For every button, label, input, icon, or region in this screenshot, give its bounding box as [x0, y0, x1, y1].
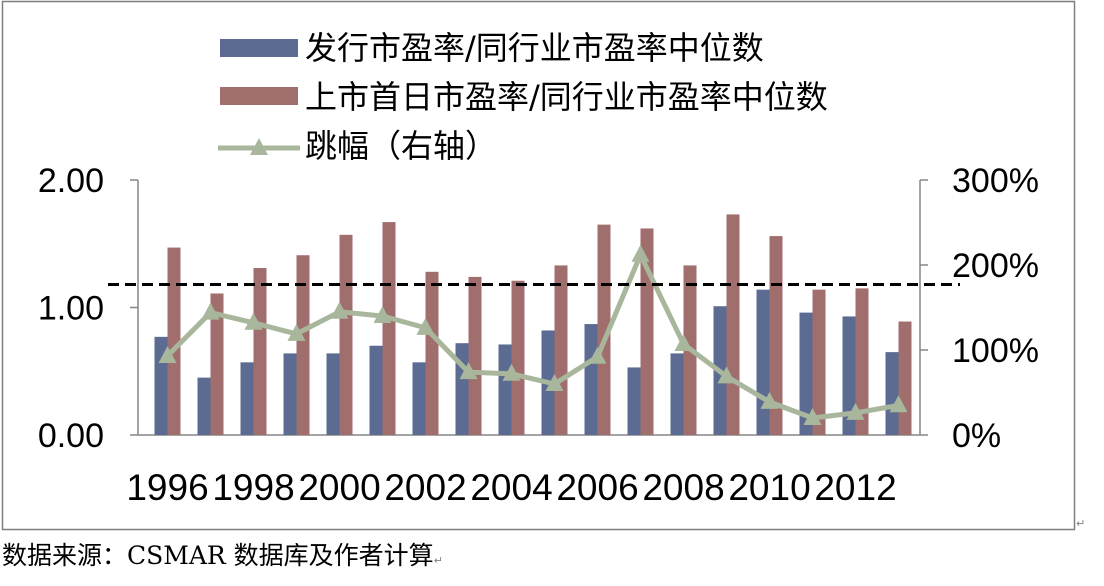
x-axis-tick-label: 2012 [814, 467, 896, 508]
jump-marker-2002 [416, 317, 435, 335]
jump-line [165, 252, 901, 421]
jump-marker-2009 [717, 366, 736, 384]
legend-item-jump: 跳幅（右轴） [218, 127, 497, 165]
x-axis-tick-label: 2002 [384, 467, 466, 508]
bar-first-day-pe-2012 [855, 288, 869, 435]
bar-first-day-pe-2000 [339, 234, 353, 435]
bar-first-day-pe-1998 [253, 267, 267, 435]
paragraph-mark: ↵ [433, 554, 443, 567]
jump-marker-2003 [459, 362, 478, 380]
legend-label-issue-pe: 发行市盈率/同行业市盈率中位数 [305, 29, 764, 67]
legend-swatch-first-day-pe [220, 87, 298, 105]
jump-marker-1999 [287, 323, 306, 341]
bar-issue-pe-2004 [498, 344, 512, 435]
paragraph-mark: ↵ [1076, 517, 1086, 530]
jump-marker-2011 [803, 408, 822, 425]
x-axis-tick-label: 1996 [126, 467, 208, 508]
legend-swatch-issue-pe [220, 39, 298, 57]
legend-swatch-jump-marker [250, 138, 268, 155]
jump-marker-2010 [760, 391, 779, 409]
bar-issue-pe-1997 [197, 377, 211, 435]
jump-marker-2000 [330, 301, 349, 319]
x-axis-tick-label: 2008 [642, 467, 724, 508]
bar-issue-pe-2008 [670, 353, 684, 435]
source-note-text: 数据来源：CSMAR 数据库及作者计算 [2, 541, 434, 570]
jump-marker-1997 [201, 302, 220, 320]
legend: 发行市盈率/同行业市盈率中位数 上市首日市盈率/同行业市盈率中位数 跳幅（右轴） [218, 29, 828, 165]
jump-marker-2001 [373, 306, 392, 323]
bar-first-day-pe-1999 [296, 255, 310, 435]
jump-marker-2004 [502, 363, 521, 381]
bar-first-day-pe-2005 [554, 265, 568, 435]
bar-first-day-pe-2013 [898, 321, 912, 435]
x-axis-tick-label: 2006 [556, 467, 638, 508]
y-axis-left-tick-label: 1.00 [38, 290, 104, 328]
bar-issue-pe-2006 [584, 324, 598, 435]
jump-line-series [158, 244, 908, 425]
jump-marker-2012 [846, 402, 865, 420]
bar-first-day-pe-2004 [511, 280, 525, 435]
y-axis-left-tick-label: 0.00 [38, 417, 104, 455]
bar-first-day-pe-1996 [167, 247, 181, 435]
bar-first-day-pe-2002 [425, 271, 439, 435]
jump-marker-2005 [545, 374, 564, 391]
jump-marker-2006 [588, 346, 607, 364]
bar-issue-pe-2007 [627, 367, 641, 435]
x-axis-tick-label: 2004 [470, 467, 552, 508]
x-axis-tick-label: 2000 [298, 467, 380, 508]
legend-label-first-day-pe: 上市首日市盈率/同行业市盈率中位数 [305, 78, 828, 116]
bar-issue-pe-2001 [369, 345, 383, 435]
y-axis-right-tick-label: 300% [952, 162, 1039, 200]
jump-marker-1996 [158, 345, 177, 363]
bar-issue-pe-2010 [756, 289, 770, 435]
bars [154, 214, 912, 435]
jump-marker-2007 [631, 244, 650, 262]
bar-first-day-pe-2003 [468, 276, 482, 435]
bar-issue-pe-2012 [842, 316, 856, 435]
jump-marker-1998 [244, 312, 263, 330]
y-axis-left-tick-label: 2.00 [38, 162, 104, 200]
legend-label-jump: 跳幅（右轴） [305, 127, 497, 165]
bar-first-day-pe-1997 [210, 293, 224, 435]
jump-marker-2013 [889, 395, 908, 413]
bar-first-day-pe-2001 [382, 222, 396, 435]
y-axis-right-tick-label: 0% [952, 417, 1001, 455]
x-axis-tick-label: 2010 [728, 467, 810, 508]
chart: 发行市盈率/同行业市盈率中位数 上市首日市盈率/同行业市盈率中位数 跳幅（右轴）… [1, 0, 1076, 531]
bar-issue-pe-2011 [799, 312, 813, 435]
jump-marker-2008 [674, 334, 693, 352]
bar-issue-pe-1998 [240, 362, 254, 435]
x-axis-tick-label: 1998 [212, 467, 294, 508]
bar-first-day-pe-2006 [597, 224, 611, 435]
y-axis-right-tick-label: 200% [952, 247, 1039, 285]
source-note: 数据来源：CSMAR 数据库及作者计算↵ [2, 540, 443, 577]
legend-item-first-day-pe: 上市首日市盈率/同行业市盈率中位数 [220, 78, 828, 116]
bar-first-day-pe-2011 [812, 289, 826, 435]
bar-issue-pe-2000 [326, 353, 340, 435]
bar-issue-pe-2002 [412, 362, 426, 435]
legend-item-issue-pe: 发行市盈率/同行业市盈率中位数 [220, 29, 764, 67]
bar-issue-pe-2003 [455, 343, 469, 435]
bar-first-day-pe-2009 [726, 214, 740, 435]
chart-border [1, 0, 1076, 531]
bar-issue-pe-2013 [885, 352, 899, 435]
bar-issue-pe-1999 [283, 353, 297, 435]
y-axis-right-tick-label: 100% [952, 332, 1039, 370]
